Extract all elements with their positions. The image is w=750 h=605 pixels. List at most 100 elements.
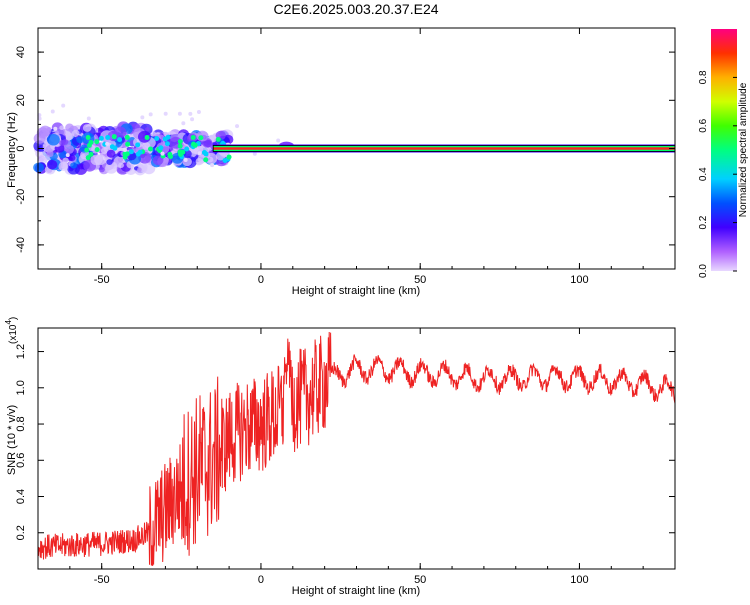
heatmap-cell bbox=[46, 150, 54, 158]
heatmap-cell bbox=[70, 162, 77, 169]
heatmap-cell bbox=[152, 155, 164, 166]
heatmap-hotspot bbox=[177, 151, 183, 157]
colorbar-tick-label: 0.4 bbox=[698, 167, 709, 181]
heatmap-cell bbox=[138, 151, 152, 164]
heatmap-cell bbox=[62, 157, 69, 164]
y-tick-label: 0 bbox=[15, 145, 27, 151]
snr-x-label: Height of straight line (km) bbox=[292, 585, 420, 597]
y-tick-label: 0.4 bbox=[15, 489, 27, 504]
y-tick-label: 0.2 bbox=[15, 525, 27, 540]
heatmap-hotspot bbox=[177, 143, 183, 149]
svg-text:(x104): (x104) bbox=[4, 317, 19, 344]
heatmap-cell bbox=[72, 129, 80, 137]
y-tick-label: -20 bbox=[15, 189, 27, 205]
heatmap-faint-cell bbox=[188, 111, 193, 116]
heatmap-faint-cell bbox=[276, 138, 281, 143]
heatmap-cell bbox=[105, 162, 118, 174]
heatmap-hotspot bbox=[111, 134, 117, 140]
x-tick-label: 100 bbox=[570, 274, 588, 286]
chart-title: C2E6.2025.003.20.37.E24 bbox=[273, 1, 438, 17]
heatmap-hotspot bbox=[165, 134, 171, 140]
heatmap-hotspot bbox=[191, 141, 197, 147]
heatmap-hotspot bbox=[86, 142, 92, 148]
heatmap-cell bbox=[136, 167, 142, 172]
x-tick-label: 100 bbox=[570, 574, 588, 586]
heatmap-hotspot bbox=[198, 135, 204, 141]
heatmap-cell bbox=[82, 124, 92, 132]
heatmap-faint-cell bbox=[160, 151, 165, 156]
heatmap-hotspot bbox=[190, 134, 196, 140]
heatmap-hotspot bbox=[85, 155, 91, 161]
colorbar-gradient bbox=[711, 29, 737, 271]
heatmap-hotspot bbox=[184, 146, 190, 152]
heatmap-hotspot bbox=[137, 149, 143, 155]
heatmap-hotspot bbox=[85, 134, 91, 140]
y-tick-label: 0.6 bbox=[15, 453, 27, 468]
heatmap-faint-cell bbox=[105, 141, 110, 146]
heatmap-hotspot bbox=[84, 147, 90, 153]
heatmap-hotspot bbox=[94, 147, 100, 153]
heatmap-faint-cell bbox=[86, 116, 91, 121]
heatmap-faint-cell bbox=[148, 112, 153, 117]
heatmap-faint-cell bbox=[50, 109, 55, 114]
heatmap-cell bbox=[117, 157, 124, 163]
colorbar-tick-label: 0.6 bbox=[698, 118, 709, 132]
x-tick-label: 50 bbox=[414, 574, 426, 586]
y-tick-label: 0.8 bbox=[15, 416, 27, 431]
snr-panel: -50 0 50 100 0.2 0.4 0.6 0.8 1.0 1.2 Height of s… bbox=[4, 317, 676, 597]
heatmap-faint-cell bbox=[122, 147, 127, 152]
heatmap-cell bbox=[106, 149, 116, 158]
heatmap-cell bbox=[100, 147, 109, 155]
y-tick-label: 40 bbox=[15, 46, 27, 58]
heatmap-y-ticks: 40 20 0 -20 -40 bbox=[15, 27, 675, 270]
heatmap-cell bbox=[33, 162, 44, 173]
heatmap-cell bbox=[99, 167, 105, 173]
heatmap-hotspot bbox=[124, 134, 130, 140]
heatmap-faint-cell bbox=[53, 126, 58, 131]
snr-y-label: SNR (10 * v/v) bbox=[6, 405, 18, 475]
heatmap-cell bbox=[47, 133, 60, 146]
heatmap-x-label: Height of straight line (km) bbox=[292, 285, 420, 297]
colorbar-tick-label: 0.2 bbox=[698, 215, 709, 229]
colorbar: 0.0 0.2 0.4 0.6 0.8 Normalized spectral ampl… bbox=[698, 29, 749, 278]
snr-y-ticks: 0.2 0.4 0.6 0.8 1.0 1.2 bbox=[15, 344, 675, 540]
y-tick-label: 20 bbox=[15, 94, 27, 106]
x-tick-label: 0 bbox=[258, 574, 264, 586]
x-tick-label: 0 bbox=[258, 274, 264, 286]
y-tick-label: 1.2 bbox=[15, 344, 27, 359]
heatmap-hotspot bbox=[222, 157, 228, 163]
heatmap-x-ticks: -50 0 50 100 bbox=[37, 28, 676, 286]
heatmap-hotspot bbox=[125, 141, 131, 147]
heatmap-faint-cell bbox=[37, 116, 42, 121]
heatmap-faint-cell bbox=[65, 153, 70, 158]
heatmap-hotspot bbox=[122, 154, 128, 160]
heatmap-cell bbox=[77, 163, 85, 170]
heatmap-y-label: Frequency (Hz) bbox=[6, 112, 18, 188]
heatmap-hotspot bbox=[215, 136, 221, 142]
heatmap-hotspot bbox=[158, 145, 164, 151]
x-tick-label: -50 bbox=[94, 274, 110, 286]
heatmap-faint-cell bbox=[196, 110, 201, 115]
heatmap-cell bbox=[39, 125, 52, 137]
band-core bbox=[213, 147, 676, 150]
heatmap-cell bbox=[118, 162, 124, 169]
heatmap-faint-cell bbox=[181, 121, 186, 126]
heatmap-cell bbox=[65, 123, 74, 132]
heatmap-cell bbox=[59, 125, 65, 131]
heatmap-cell bbox=[63, 144, 75, 155]
heatmap-hotspot bbox=[105, 134, 111, 140]
heatmap-faint-cell bbox=[235, 124, 240, 129]
heatmap-cell bbox=[46, 159, 58, 170]
heatmap-cell bbox=[145, 127, 150, 132]
heatmap-hotspot bbox=[154, 135, 160, 141]
snr-x-ticks: -50 0 50 100 bbox=[37, 328, 676, 586]
heatmap-faint-cell bbox=[210, 163, 215, 168]
heatmap-faint-cell bbox=[177, 111, 182, 116]
heatmap-hotspot bbox=[201, 149, 207, 155]
heatmap-faint-cell bbox=[190, 117, 195, 122]
heatmap-band bbox=[212, 144, 676, 153]
heatmap-cell bbox=[106, 159, 113, 165]
heatmap-hotspot bbox=[117, 137, 123, 143]
multiplier-base: (x10 bbox=[8, 324, 19, 344]
